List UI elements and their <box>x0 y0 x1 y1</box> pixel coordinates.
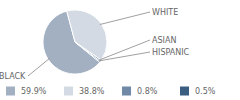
svg-text:BLACK: BLACK <box>0 72 26 81</box>
svg-text:59.9%: 59.9% <box>21 87 47 96</box>
svg-text:38.8%: 38.8% <box>79 87 105 96</box>
svg-text:0.5%: 0.5% <box>195 87 216 96</box>
svg-text:WHITE: WHITE <box>152 8 178 17</box>
svg-text:HISPANIC: HISPANIC <box>152 48 190 57</box>
svg-text:ASIAN: ASIAN <box>152 36 176 45</box>
svg-text:0.8%: 0.8% <box>137 87 158 96</box>
